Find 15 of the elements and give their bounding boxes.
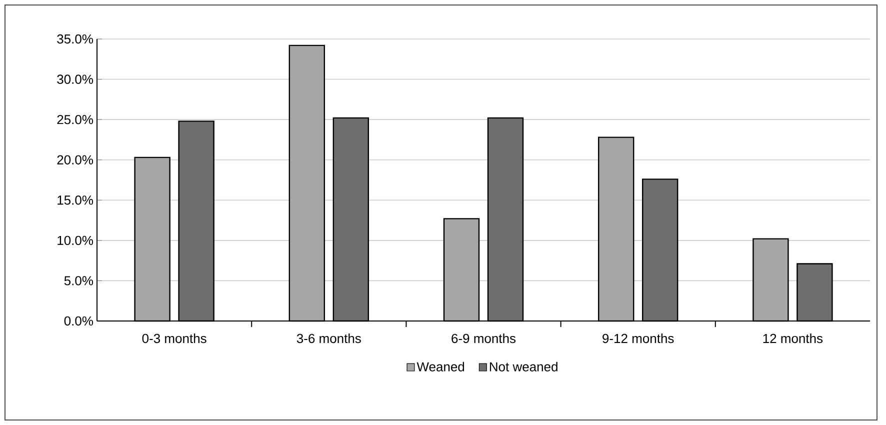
y-tick-label: 15.0% bbox=[58, 196, 94, 205]
x-tick-label: 12 months bbox=[763, 334, 823, 344]
y-tick-label: 20.0% bbox=[57, 155, 94, 164]
x-tick-label: 3-6 months bbox=[296, 334, 361, 344]
legend-label: Not weaned bbox=[490, 362, 558, 372]
legend-label: Weaned bbox=[416, 362, 464, 372]
y-tick-label: 5.0% bbox=[64, 276, 94, 286]
y-tick-label: 0.0% bbox=[64, 316, 94, 326]
y-tick-label: 10.0% bbox=[58, 236, 94, 246]
x-tick-label: 0-3 months bbox=[142, 334, 206, 344]
y-tick-label: 35.0% bbox=[57, 34, 94, 44]
x-tick-label: 6-9 months bbox=[452, 334, 516, 344]
y-tick-label: 30.0% bbox=[57, 74, 94, 84]
y-tick-label: 25.0% bbox=[57, 114, 94, 124]
x-tick-label: 9-12 months bbox=[602, 334, 674, 344]
